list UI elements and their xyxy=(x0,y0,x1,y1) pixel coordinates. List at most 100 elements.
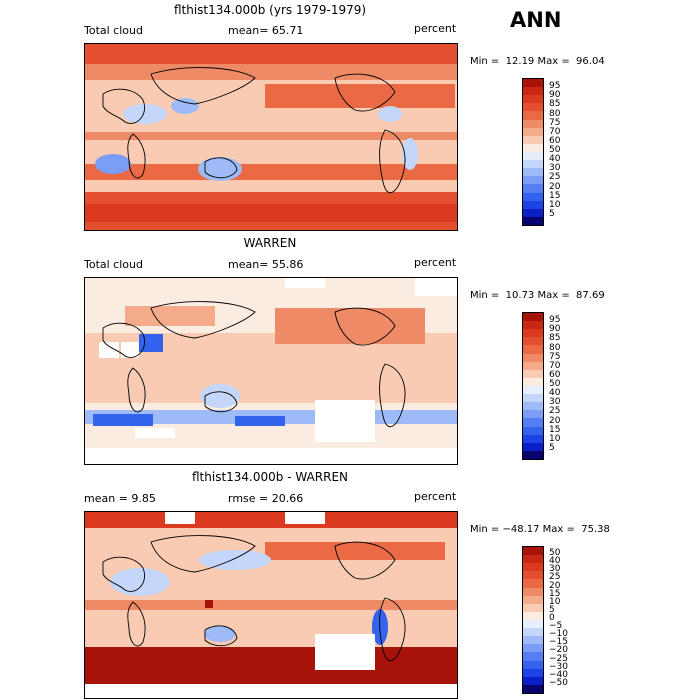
colorbar-tick-label: −5 xyxy=(549,621,563,632)
colorbar-tick-label: 85 xyxy=(549,333,561,344)
colorbar-tick-label: 25 xyxy=(549,172,561,183)
colorbar-swatch xyxy=(523,684,543,693)
colorbar-tick-label: −10 xyxy=(549,629,568,640)
panel-3-colorbar-labels: 50 40 30 25 20 15 10 5 0 −5 −10 −15 −20 … xyxy=(549,546,579,692)
colorbar-swatch xyxy=(523,434,543,443)
colorbar-tick-label: 50 xyxy=(549,548,561,559)
panel-3-minmax: Min = −48.17 Max = 75.38 xyxy=(470,524,610,535)
panel-1-colorbar xyxy=(522,78,544,226)
colorbar-swatch xyxy=(523,119,543,128)
colorbar-swatch xyxy=(523,192,543,201)
colorbar-swatch xyxy=(523,321,543,330)
colorbar-tick-label: 75 xyxy=(549,117,561,128)
panel-2-minmax: Min = 10.73 Max = 87.69 xyxy=(470,290,605,301)
colorbar-tick-label: −20 xyxy=(549,645,568,656)
colorbar-tick-label: 10 xyxy=(549,596,561,607)
colorbar-swatch xyxy=(523,563,543,572)
colorbar-tick-label: 95 xyxy=(549,315,561,326)
colorbar-tick-label: 20 xyxy=(549,580,561,591)
colorbar-tick-label: 60 xyxy=(549,135,561,146)
colorbar-tick-label: 30 xyxy=(549,564,561,575)
colorbar-tick-label: 85 xyxy=(549,99,561,110)
colorbar-tick-label: −30 xyxy=(549,661,568,672)
colorbar-swatch xyxy=(523,410,543,419)
colorbar-tick-label: 40 xyxy=(549,154,561,165)
colorbar-swatch xyxy=(523,168,543,177)
colorbar-swatch xyxy=(523,103,543,112)
colorbar-tick-label: 90 xyxy=(549,324,561,335)
colorbar-tick-label: −40 xyxy=(549,669,568,680)
colorbar-tick-label: 30 xyxy=(549,397,561,408)
colorbar-tick-label: 30 xyxy=(549,163,561,174)
colorbar-swatch xyxy=(523,579,543,588)
panel-1-minmax: Min = 12.19 Max = 96.04 xyxy=(470,56,605,67)
colorbar-swatch xyxy=(523,442,543,451)
colorbar-swatch xyxy=(523,587,543,596)
colorbar-swatch xyxy=(523,313,543,322)
panel-2-mean-label: mean= 55.86 xyxy=(228,258,304,271)
colorbar-tick-label: 20 xyxy=(549,181,561,192)
colorbar-swatch xyxy=(523,337,543,346)
colorbar-tick-label: 15 xyxy=(549,588,561,599)
colorbar-tick-label: 90 xyxy=(549,90,561,101)
colorbar-swatch xyxy=(523,127,543,136)
panel-1-map xyxy=(84,43,458,231)
colorbar-swatch xyxy=(523,394,543,403)
panel-3-rmse-label: rmse = 20.66 xyxy=(228,492,304,505)
colorbar-tick-label: 15 xyxy=(549,190,561,201)
colorbar-swatch xyxy=(523,111,543,120)
colorbar-tick-label: −15 xyxy=(549,637,568,648)
colorbar-swatch xyxy=(523,95,543,104)
panel-3-mean-label: mean = 9.85 xyxy=(84,492,156,505)
colorbar-swatch xyxy=(523,595,543,604)
colorbar-swatch xyxy=(523,402,543,411)
colorbar-swatch xyxy=(523,603,543,612)
colorbar-swatch xyxy=(523,652,543,661)
colorbar-swatch xyxy=(523,628,543,637)
colorbar-swatch xyxy=(523,450,543,459)
colorbar-swatch xyxy=(523,385,543,395)
panel-1-title: flthist134.000b (yrs 1979-1979) xyxy=(173,3,367,17)
colorbar-swatch xyxy=(523,571,543,580)
colorbar-tick-label: 5 xyxy=(549,604,555,615)
panel-1-units-label: percent xyxy=(414,22,457,35)
panel-2-units-label: percent xyxy=(414,256,457,269)
panel-1-colorbar-labels: 95 90 85 80 75 70 60 50 40 30 25 20 15 1… xyxy=(549,78,579,224)
colorbar-tick-label: 10 xyxy=(549,433,561,444)
colorbar-tick-label: 10 xyxy=(549,199,561,210)
colorbar-swatch xyxy=(523,619,543,629)
colorbar-swatch xyxy=(523,644,543,653)
colorbar-swatch xyxy=(523,377,543,386)
colorbar-tick-label: 70 xyxy=(549,360,561,371)
colorbar-swatch xyxy=(523,555,543,564)
colorbar-swatch xyxy=(523,345,543,354)
colorbar-tick-label: −50 xyxy=(549,677,568,688)
colorbar-swatch xyxy=(523,361,543,370)
colorbar-swatch xyxy=(523,143,543,152)
colorbar-swatch xyxy=(523,184,543,193)
colorbar-tick-label: 75 xyxy=(549,351,561,362)
panel-3-title: flthist134.000b - WARREN xyxy=(191,470,348,484)
colorbar-tick-label: −25 xyxy=(549,653,568,664)
colorbar-swatch xyxy=(523,426,543,435)
colorbar-swatch xyxy=(523,160,543,169)
panel-3-colorbar xyxy=(522,546,544,694)
colorbar-tick-label: 20 xyxy=(549,415,561,426)
colorbar-tick-label: 15 xyxy=(549,424,561,435)
colorbar-tick-label: 70 xyxy=(549,126,561,137)
colorbar-swatch xyxy=(523,151,543,161)
colorbar-tick-label: 25 xyxy=(549,406,561,417)
colorbar-swatch xyxy=(523,676,543,685)
colorbar-swatch xyxy=(523,79,543,88)
panel-2-variable-label: Total cloud xyxy=(84,258,143,271)
panel-2-colorbar-labels: 95 90 85 80 75 70 60 50 40 30 25 20 15 1… xyxy=(549,312,579,458)
colorbar-swatch xyxy=(523,611,543,620)
colorbar-swatch xyxy=(523,547,543,556)
colorbar-swatch xyxy=(523,216,543,225)
colorbar-tick-label: 80 xyxy=(549,108,561,119)
colorbar-swatch xyxy=(523,668,543,677)
colorbar-swatch xyxy=(523,636,543,645)
colorbar-swatch xyxy=(523,418,543,427)
colorbar-tick-label: 0 xyxy=(549,613,555,623)
colorbar-tick-label: 80 xyxy=(549,342,561,353)
